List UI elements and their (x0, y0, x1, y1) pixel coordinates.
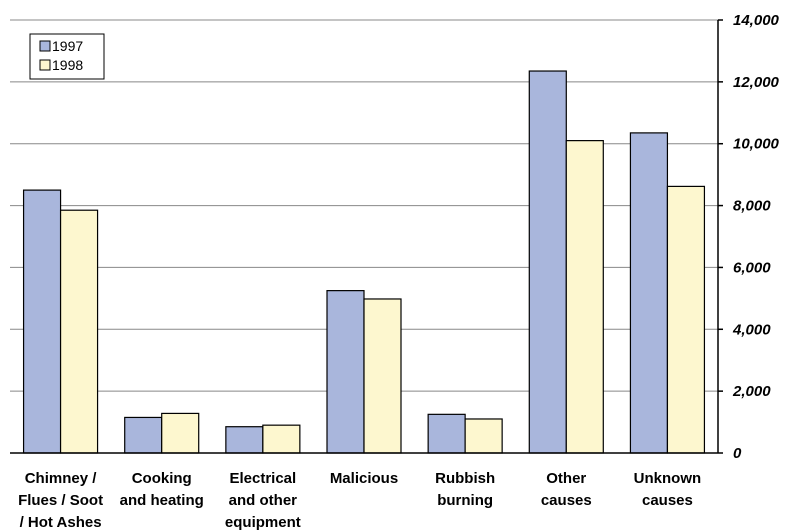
y-tick-label: 12,000 (733, 74, 780, 91)
bar-1997-6 (528, 70, 567, 454)
bar-1998-5 (464, 418, 503, 454)
category-label: Rubbish burning (435, 470, 495, 509)
y-tick-labels: 0 2,000 4,000 6,000 8,000 10,000 12,000 14,000 (732, 12, 780, 462)
bar-1997-4 (326, 290, 365, 454)
category-label-line: and heating (120, 492, 204, 509)
category-label-line: Malicious (330, 470, 398, 487)
y-tick-label: 0 (733, 445, 742, 462)
category-label-line: causes (541, 492, 592, 509)
legend-label: 1998 (52, 57, 83, 73)
category-label-line: Electrical (229, 470, 296, 487)
category-labels: Chimney / Flues / Soot / Hot Ashes Cooking a… (18, 470, 701, 531)
category-label-line: Chimney / (25, 470, 98, 487)
category-label-line: / Hot Ashes (20, 514, 102, 531)
y-tick-label: 6,000 (733, 259, 771, 276)
y-tick-label: 2,000 (732, 383, 771, 400)
bar-1998-3 (262, 424, 301, 454)
bar-1998-7 (666, 185, 706, 454)
y-tick-label: 8,000 (733, 198, 771, 215)
category-label-line: Cooking (132, 470, 192, 487)
category-label-line: Unknown (634, 470, 702, 487)
legend-swatch-1997 (39, 40, 51, 52)
legend-label: 1997 (52, 38, 83, 54)
bar-1997-2 (124, 416, 163, 454)
bar-1998-4 (363, 298, 402, 454)
category-label-line: Rubbish (435, 470, 495, 487)
bars (22, 70, 706, 454)
bar-1997-7 (629, 132, 669, 454)
bar-1998-2 (161, 412, 200, 454)
category-label-line: equipment (225, 514, 301, 531)
bar-1997-1 (22, 189, 62, 454)
y-tick-label: 14,000 (733, 12, 780, 29)
category-label-line: burning (437, 492, 493, 509)
category-label: Unknown causes (634, 470, 702, 509)
legend-box (29, 33, 105, 80)
category-label-line: causes (642, 492, 693, 509)
bar-1998-1 (59, 209, 99, 454)
category-label: Cooking and heating (120, 470, 204, 509)
category-label-line: Flues / Soot (18, 492, 103, 509)
bar-1998-6 (565, 140, 604, 454)
legend-swatch-1998 (39, 59, 51, 71)
category-label: Chimney / Flues / Soot / Hot Ashes (18, 470, 103, 531)
category-label: Other causes (541, 470, 592, 509)
category-label-line: and other (229, 492, 297, 509)
category-label: Electrical and other equipment (225, 470, 301, 531)
y-tick-label: 4,000 (732, 321, 771, 338)
bar-1997-5 (427, 413, 466, 454)
category-label: Malicious (330, 470, 398, 487)
gridlines (10, 19, 718, 392)
axes (10, 19, 723, 454)
category-label-line: Other (546, 470, 586, 487)
y-tick-label: 10,000 (733, 136, 780, 153)
bar-1997-3 (225, 426, 264, 454)
legend: 1997 1998 (29, 33, 105, 80)
